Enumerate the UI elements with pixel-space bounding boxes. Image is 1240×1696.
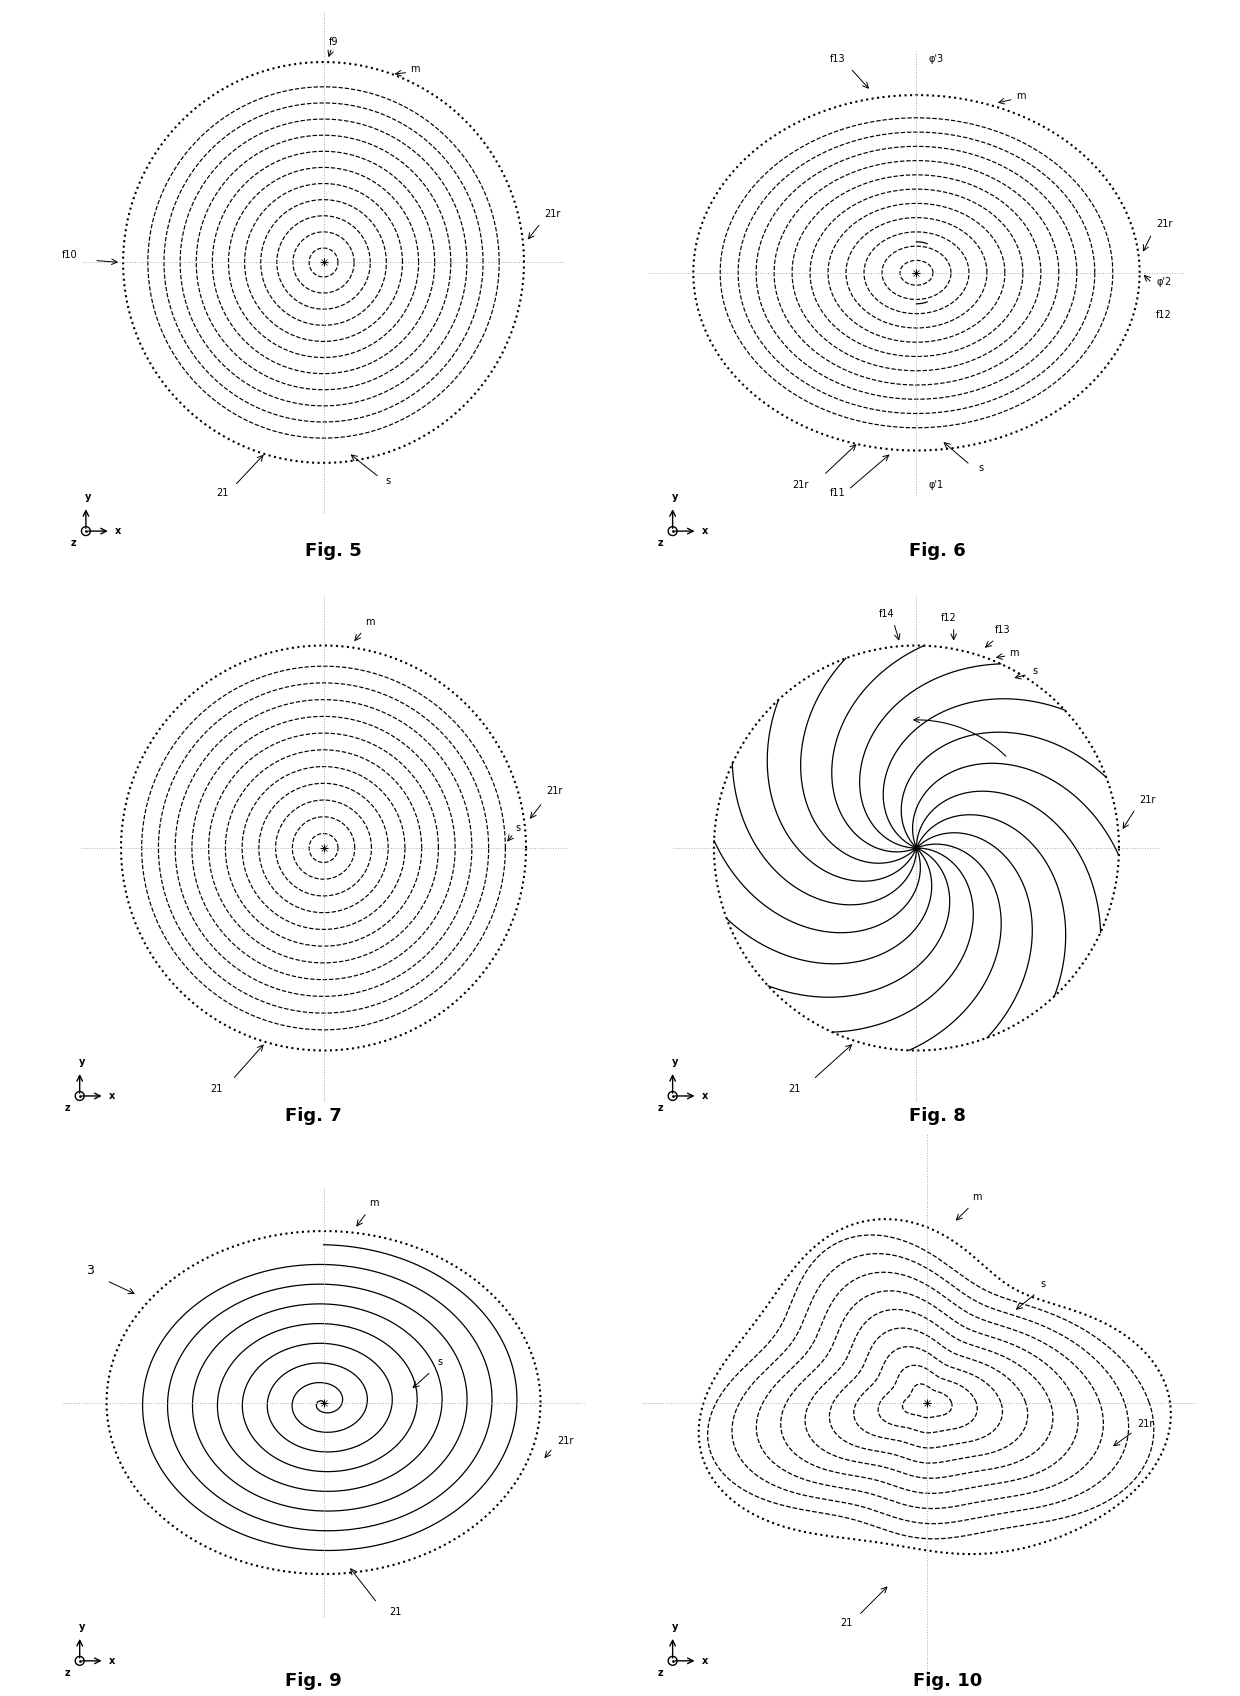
Text: y: y: [672, 1057, 678, 1067]
Text: y: y: [672, 492, 678, 502]
Text: f13: f13: [830, 54, 846, 64]
Text: Fig. 8: Fig. 8: [909, 1107, 966, 1124]
Text: x: x: [702, 526, 708, 536]
Text: f9: f9: [329, 37, 339, 47]
Text: 21: 21: [216, 488, 228, 499]
Text: Fig. 9: Fig. 9: [285, 1672, 341, 1689]
Text: f11: f11: [830, 488, 846, 499]
Text: s: s: [438, 1357, 443, 1367]
Text: z: z: [64, 1669, 71, 1679]
Text: 21r: 21r: [792, 480, 808, 490]
Text: f12: f12: [1156, 310, 1172, 321]
Text: s: s: [1040, 1279, 1045, 1289]
Text: s: s: [1032, 667, 1038, 677]
Text: m: m: [410, 64, 420, 75]
Text: f13: f13: [994, 626, 1011, 634]
Text: z: z: [657, 1104, 663, 1113]
Text: φ'1: φ'1: [929, 480, 944, 490]
Text: Fig. 7: Fig. 7: [285, 1107, 341, 1124]
Text: y: y: [672, 1621, 678, 1632]
Text: s: s: [978, 463, 983, 473]
Text: Fig. 5: Fig. 5: [305, 543, 362, 560]
Text: x: x: [115, 526, 122, 536]
Text: z: z: [64, 1104, 71, 1113]
Text: 21r: 21r: [1156, 219, 1173, 229]
Text: m: m: [1016, 92, 1025, 102]
Text: Fig. 6: Fig. 6: [909, 543, 966, 560]
Text: 3: 3: [86, 1265, 94, 1277]
Text: z: z: [657, 539, 663, 548]
Text: x: x: [702, 1091, 708, 1101]
Text: Fig. 10: Fig. 10: [913, 1672, 982, 1689]
Text: m: m: [1009, 648, 1019, 658]
Text: 21r: 21r: [557, 1437, 573, 1447]
Text: x: x: [702, 1655, 708, 1665]
Text: z: z: [71, 539, 77, 548]
Text: 21r: 21r: [544, 209, 560, 219]
Text: m: m: [370, 1199, 378, 1208]
Text: 21r: 21r: [1137, 1420, 1154, 1430]
Text: φ'2: φ'2: [1156, 276, 1172, 287]
Text: 21r: 21r: [547, 787, 563, 797]
Text: f12: f12: [941, 612, 957, 622]
Text: y: y: [84, 492, 92, 502]
Text: s: s: [516, 824, 521, 833]
Text: f10: f10: [62, 251, 78, 259]
Text: f14: f14: [879, 609, 895, 619]
Text: 21: 21: [789, 1084, 801, 1094]
Text: 21: 21: [210, 1084, 222, 1094]
Text: m: m: [972, 1192, 982, 1202]
Text: y: y: [78, 1621, 86, 1632]
Text: φ'3: φ'3: [929, 54, 944, 64]
Text: x: x: [109, 1091, 115, 1101]
Text: 21: 21: [839, 1618, 852, 1628]
Text: y: y: [78, 1057, 86, 1067]
Text: 21: 21: [389, 1608, 402, 1618]
Text: 21r: 21r: [1140, 794, 1156, 804]
Text: m: m: [365, 617, 374, 628]
Text: s: s: [386, 475, 391, 485]
Text: x: x: [109, 1655, 115, 1665]
Text: z: z: [657, 1669, 663, 1679]
